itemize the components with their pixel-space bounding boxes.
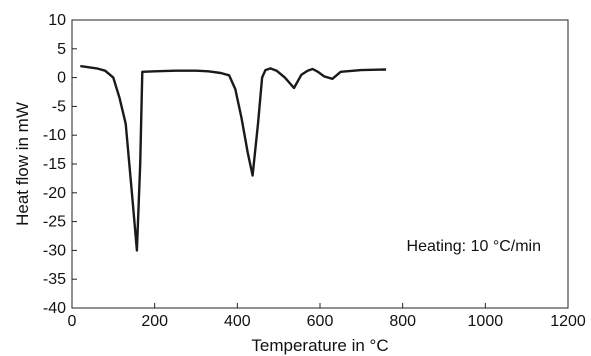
series-layer — [80, 64, 387, 252]
x-tick-label: 400 — [224, 313, 251, 330]
y-tick-label: -25 — [43, 214, 66, 231]
y-tick-label: -5 — [52, 98, 66, 115]
x-tick-label: 200 — [141, 313, 168, 330]
plot-area — [71, 19, 569, 309]
y-tick-label: -20 — [43, 185, 66, 202]
axis-ticks: 0 200 400 600 800 1000 1200 10 5 0 -5 -10 -15 -20 -25 -… — [43, 12, 586, 330]
plot-frame — [71, 19, 569, 309]
x-tick-label: 1200 — [550, 313, 586, 330]
y-tick-label: 10 — [48, 12, 66, 29]
y-tick-label: 0 — [57, 70, 66, 87]
y-tick-label: -10 — [43, 127, 66, 144]
x-axis-title: Temperature in °C — [251, 336, 388, 355]
heat-flow-line — [80, 64, 387, 252]
y-tick-label: -35 — [43, 271, 66, 288]
x-tick-label: 1000 — [468, 313, 504, 330]
y-tick-label: 5 — [57, 41, 66, 58]
heating-rate-annotation: Heating: 10 °C/min — [407, 238, 541, 255]
x-tick-label: 0 — [68, 313, 77, 330]
y-tick-label: -30 — [43, 242, 66, 259]
y-tick-label: -40 — [43, 300, 66, 317]
x-tick-label: 600 — [307, 313, 334, 330]
x-tick-label: 800 — [389, 313, 416, 330]
y-tick-label: -15 — [43, 156, 66, 173]
y-axis-title: Heat flow in mW — [13, 102, 32, 226]
